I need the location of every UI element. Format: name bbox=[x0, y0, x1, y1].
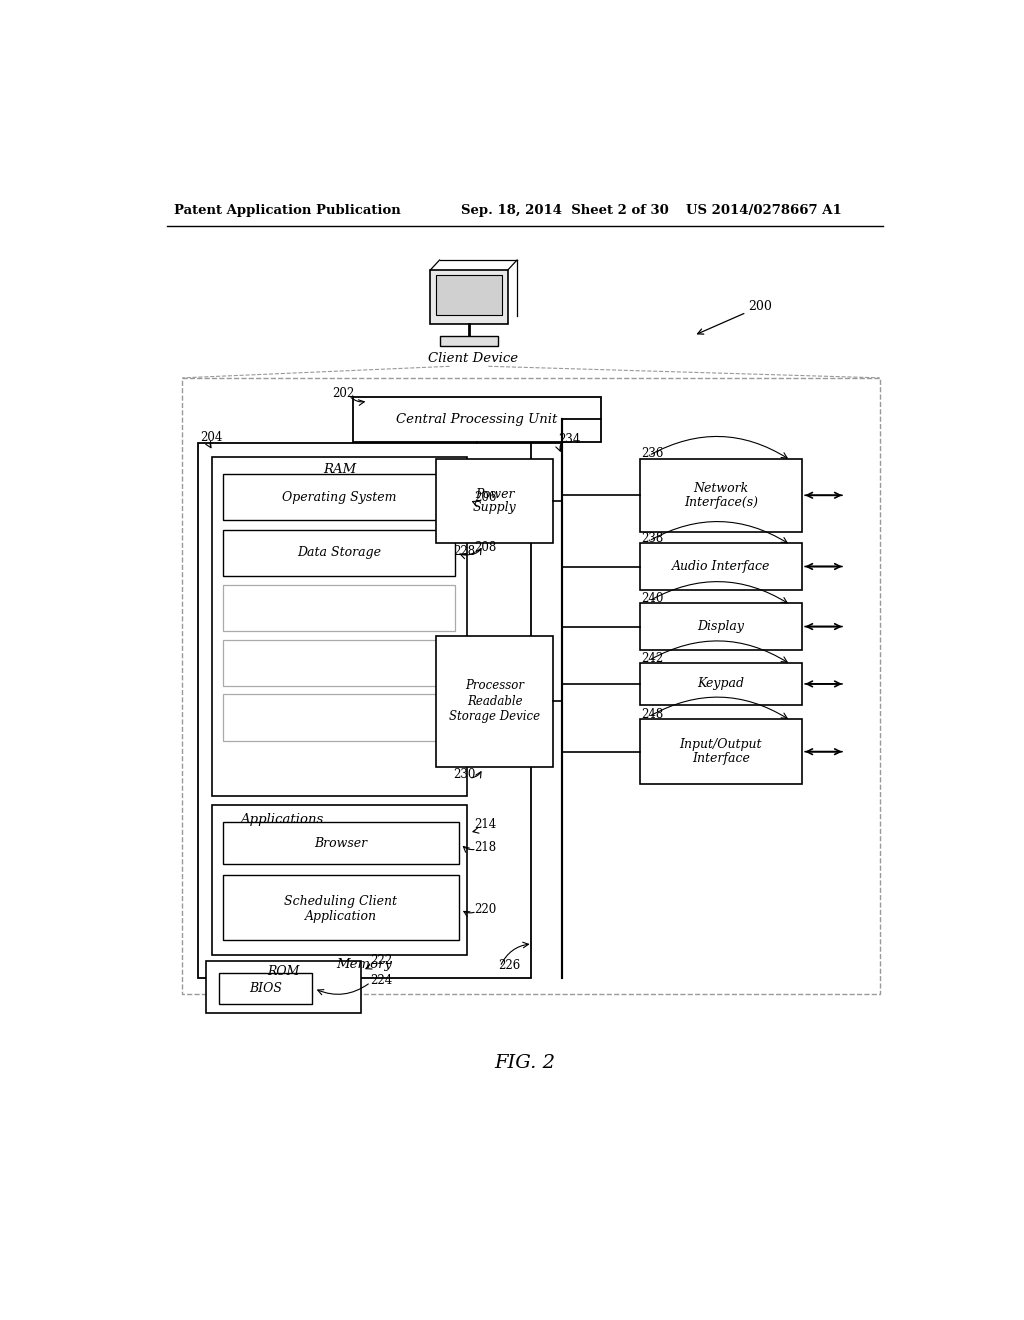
Bar bbox=[182, 378, 880, 994]
Text: 200: 200 bbox=[748, 300, 772, 313]
Text: FIG. 2: FIG. 2 bbox=[495, 1055, 555, 1072]
Text: 236: 236 bbox=[641, 446, 664, 459]
Bar bbox=[436, 636, 553, 767]
Text: 206: 206 bbox=[474, 491, 497, 504]
Bar bbox=[430, 271, 508, 323]
Text: 218: 218 bbox=[474, 841, 497, 854]
Text: Interface(s): Interface(s) bbox=[684, 496, 758, 508]
Text: Scheduling Client: Scheduling Client bbox=[285, 895, 397, 908]
Text: Operating System: Operating System bbox=[282, 491, 396, 504]
Bar bbox=[206, 961, 360, 1014]
Text: 240: 240 bbox=[641, 593, 664, 606]
Text: Patent Application Publication: Patent Application Publication bbox=[174, 205, 401, 218]
Text: Network: Network bbox=[693, 482, 749, 495]
Bar bbox=[640, 663, 802, 705]
Text: Audio Interface: Audio Interface bbox=[672, 560, 770, 573]
Text: Storage Device: Storage Device bbox=[449, 710, 540, 723]
Bar bbox=[222, 529, 455, 576]
Text: 202: 202 bbox=[332, 387, 354, 400]
Text: US 2014/0278667 A1: US 2014/0278667 A1 bbox=[686, 205, 842, 218]
Bar bbox=[436, 276, 502, 315]
Text: Browser: Browser bbox=[314, 837, 368, 850]
Bar bbox=[640, 603, 802, 649]
Bar bbox=[198, 444, 531, 978]
Text: Client Device: Client Device bbox=[428, 352, 518, 366]
Bar bbox=[640, 719, 802, 784]
Bar bbox=[640, 459, 802, 532]
Bar bbox=[212, 457, 467, 796]
Text: Memory: Memory bbox=[336, 958, 392, 972]
Text: Sep. 18, 2014  Sheet 2 of 30: Sep. 18, 2014 Sheet 2 of 30 bbox=[461, 205, 669, 218]
Text: Processor: Processor bbox=[465, 680, 524, 693]
Text: BIOS: BIOS bbox=[250, 982, 283, 995]
Text: RAM: RAM bbox=[323, 463, 356, 477]
Text: Input/Output: Input/Output bbox=[680, 738, 762, 751]
Bar bbox=[640, 544, 802, 590]
Text: 208: 208 bbox=[474, 541, 497, 554]
Text: Supply: Supply bbox=[473, 502, 516, 515]
Text: 214: 214 bbox=[474, 818, 497, 832]
Text: 238: 238 bbox=[641, 532, 664, 545]
Text: Central Processing Unit: Central Processing Unit bbox=[396, 413, 557, 426]
Bar bbox=[439, 335, 499, 346]
Text: Display: Display bbox=[697, 620, 744, 634]
Bar bbox=[352, 397, 601, 442]
Text: Readable: Readable bbox=[467, 694, 522, 708]
Bar bbox=[436, 459, 553, 544]
Text: 220: 220 bbox=[474, 903, 497, 916]
Text: 234: 234 bbox=[558, 433, 581, 446]
Bar bbox=[222, 474, 455, 520]
Bar bbox=[212, 805, 467, 956]
Text: 248: 248 bbox=[641, 708, 664, 721]
Bar bbox=[222, 822, 459, 865]
Text: Interface: Interface bbox=[692, 752, 750, 766]
Text: ROM: ROM bbox=[267, 965, 299, 978]
Text: Keypad: Keypad bbox=[697, 677, 744, 690]
Text: 242: 242 bbox=[641, 652, 664, 665]
Text: Power: Power bbox=[475, 487, 514, 500]
Text: 224: 224 bbox=[370, 974, 392, 987]
Text: Data Storage: Data Storage bbox=[297, 546, 381, 560]
Bar bbox=[222, 874, 459, 940]
Text: 228: 228 bbox=[454, 545, 475, 557]
Text: 230: 230 bbox=[454, 768, 476, 781]
Text: Applications: Applications bbox=[240, 813, 324, 825]
Bar bbox=[222, 585, 455, 631]
Text: 204: 204 bbox=[200, 432, 222, 445]
Text: 226: 226 bbox=[499, 958, 520, 972]
Bar bbox=[222, 694, 455, 741]
Text: Application: Application bbox=[305, 909, 377, 923]
Bar bbox=[219, 973, 312, 1003]
Text: 222: 222 bbox=[370, 954, 392, 968]
Bar bbox=[222, 640, 455, 686]
